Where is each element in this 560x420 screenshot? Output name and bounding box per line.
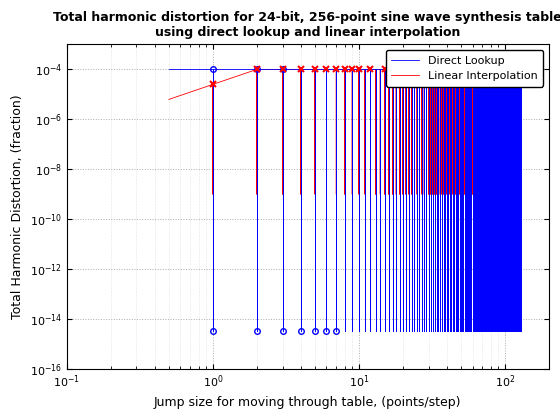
Linear Interpolation — [478, 67, 485, 72]
Linear Interpolation — [254, 67, 260, 72]
Linear Interpolation — [517, 67, 524, 72]
Linear Interpolation — [297, 192, 304, 197]
Direct Lookup — [495, 67, 502, 72]
Y-axis label: Total Harmonic Distortion, (fraction): Total Harmonic Distortion, (fraction) — [11, 94, 24, 319]
Title: Total harmonic distortion for 24-bit, 256-point sine wave synthesis table
using : Total harmonic distortion for 24-bit, 25… — [53, 11, 560, 39]
Linear Interpolation — [463, 67, 469, 72]
Legend: Direct Lookup, Linear Interpolation: Direct Lookup, Linear Interpolation — [386, 50, 543, 87]
Line: Linear Interpolation: Linear Interpolation — [169, 69, 521, 194]
Line: Direct Lookup: Direct Lookup — [169, 69, 521, 331]
Linear Interpolation — [492, 192, 499, 197]
Direct Lookup — [166, 67, 172, 72]
Linear Interpolation — [209, 192, 216, 197]
Direct Lookup — [517, 67, 524, 72]
Direct Lookup — [461, 67, 468, 72]
Direct Lookup — [477, 67, 484, 72]
Linear Interpolation — [367, 67, 374, 72]
Linear Interpolation — [166, 97, 172, 102]
Linear Interpolation — [495, 192, 502, 197]
Direct Lookup — [297, 67, 304, 72]
Direct Lookup — [209, 329, 216, 334]
Direct Lookup — [367, 329, 374, 334]
Direct Lookup — [492, 67, 499, 72]
X-axis label: Jump size for moving through table, (points/step): Jump size for moving through table, (poi… — [154, 396, 461, 409]
